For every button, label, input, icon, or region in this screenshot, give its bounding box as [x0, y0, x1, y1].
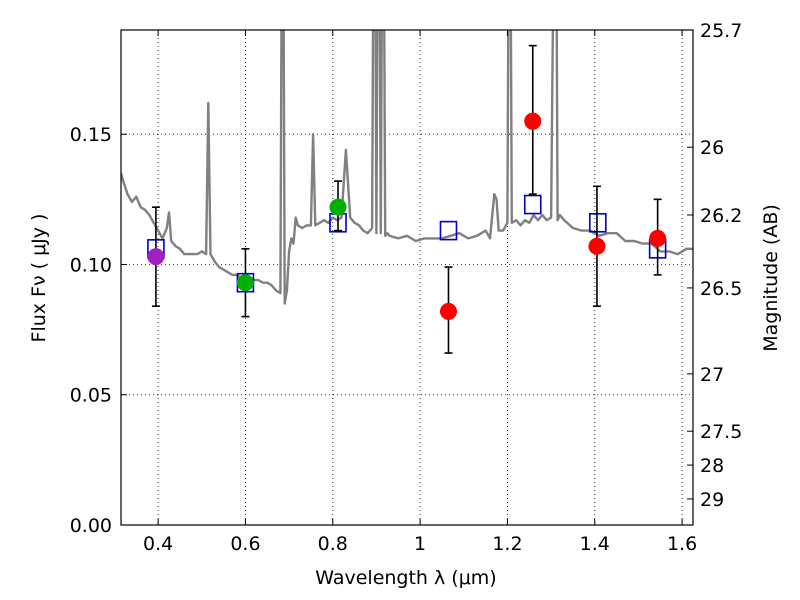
y-tick-label: 0.00 [70, 515, 112, 537]
observed-flux-point [439, 302, 457, 320]
x-tick-label: 0.6 [230, 533, 260, 555]
observed-flux-point [588, 237, 606, 255]
x-tick-label: 1.6 [667, 533, 697, 555]
y-tick-label: 0.15 [70, 124, 112, 146]
y-tick-label: 0.10 [70, 254, 112, 276]
data-points-layer [147, 44, 667, 354]
right-tick-label: 25.7 [700, 20, 742, 42]
model-photometry-square [589, 212, 607, 233]
x-tick-label: 1.4 [580, 533, 610, 555]
x-tick-label: 1.2 [492, 533, 522, 555]
y-axis-label: Flux Fν ( μJy ) [28, 214, 50, 343]
observed-flux-point [236, 274, 254, 292]
x-tick-label: 0.4 [143, 533, 173, 555]
x-tick-label: 0.8 [318, 533, 348, 555]
x-tick-label: 1 [414, 533, 426, 555]
model-spectrum-line [121, 30, 693, 305]
y-tick-label: 0.05 [70, 385, 112, 407]
right-tick-label: 29 [700, 489, 724, 511]
plot-frame [120, 29, 694, 526]
observed-flux-point [649, 229, 667, 247]
right-axis-label: Magnitude (AB) [760, 204, 782, 352]
right-tick-label: 28 [700, 455, 724, 477]
right-tick-label: 26.2 [700, 205, 742, 227]
right-tick-label: 27 [700, 364, 724, 386]
observed-flux-point [329, 198, 347, 216]
observed-flux-point [524, 112, 542, 130]
axis-ticks: 0.4 0.6 0.8 1 1.2 1.4 1.6 0.00 0.05 0.10 0.15 25.7 2… [70, 20, 743, 555]
observed-flux-point [147, 248, 165, 266]
right-tick-label: 26 [700, 137, 724, 159]
model-photometry-square [523, 194, 542, 215]
right-tick-label: 27.5 [700, 421, 742, 443]
model-photometry-square [439, 220, 458, 241]
right-tick-label: 26.5 [700, 278, 742, 300]
model-spectrum-layer [121, 30, 693, 305]
x-axis-label: Wavelength λ (μm) [315, 567, 496, 589]
